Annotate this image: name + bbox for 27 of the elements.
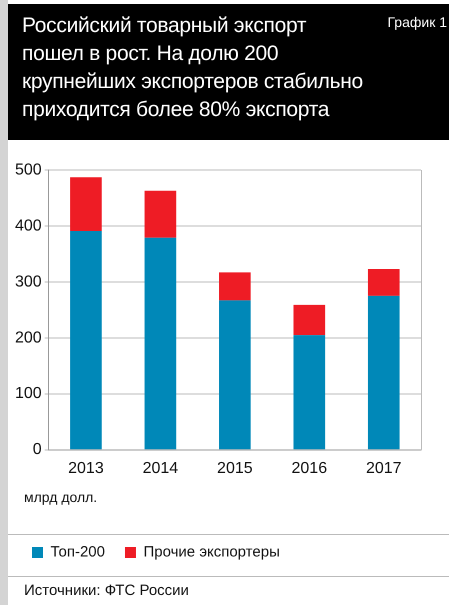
text: Источники: ФТС России (24, 582, 189, 599)
x-tick-label: 2014 (142, 460, 178, 477)
y-tick-label: 500 (14, 161, 42, 178)
bar (144, 190, 176, 238)
legend-label: Прочие экспортеры (143, 544, 280, 561)
legend-label: Топ-200 (50, 544, 105, 561)
x-tick-label: 2017 (366, 460, 402, 477)
y-axis-title: млрд долл. (24, 488, 98, 505)
x-tick-label: 2013 (68, 460, 104, 477)
bar (368, 269, 400, 296)
bar (70, 177, 102, 231)
chart-title: Российский товарный экспорт пошел в рост. На долю 200 крупнейших экспортеров стабильно приходится более 80% экспорта (22, 13, 364, 123)
y-tick-label: 200 (14, 329, 42, 346)
bar (219, 272, 251, 300)
bar (70, 230, 102, 450)
text: График 1 (387, 14, 447, 30)
y-tick-label: 100 (14, 385, 42, 402)
bar (144, 238, 176, 450)
y-tick-label: 400 (14, 217, 42, 234)
bar (293, 335, 326, 450)
y-tick-label: 0 (32, 441, 42, 458)
x-tick-label: 2015 (217, 460, 253, 477)
bar (219, 300, 251, 450)
bar (368, 296, 400, 450)
bar (293, 304, 326, 336)
x-tick-label: 2016 (292, 460, 328, 477)
y-tick-label: 300 (14, 273, 42, 290)
